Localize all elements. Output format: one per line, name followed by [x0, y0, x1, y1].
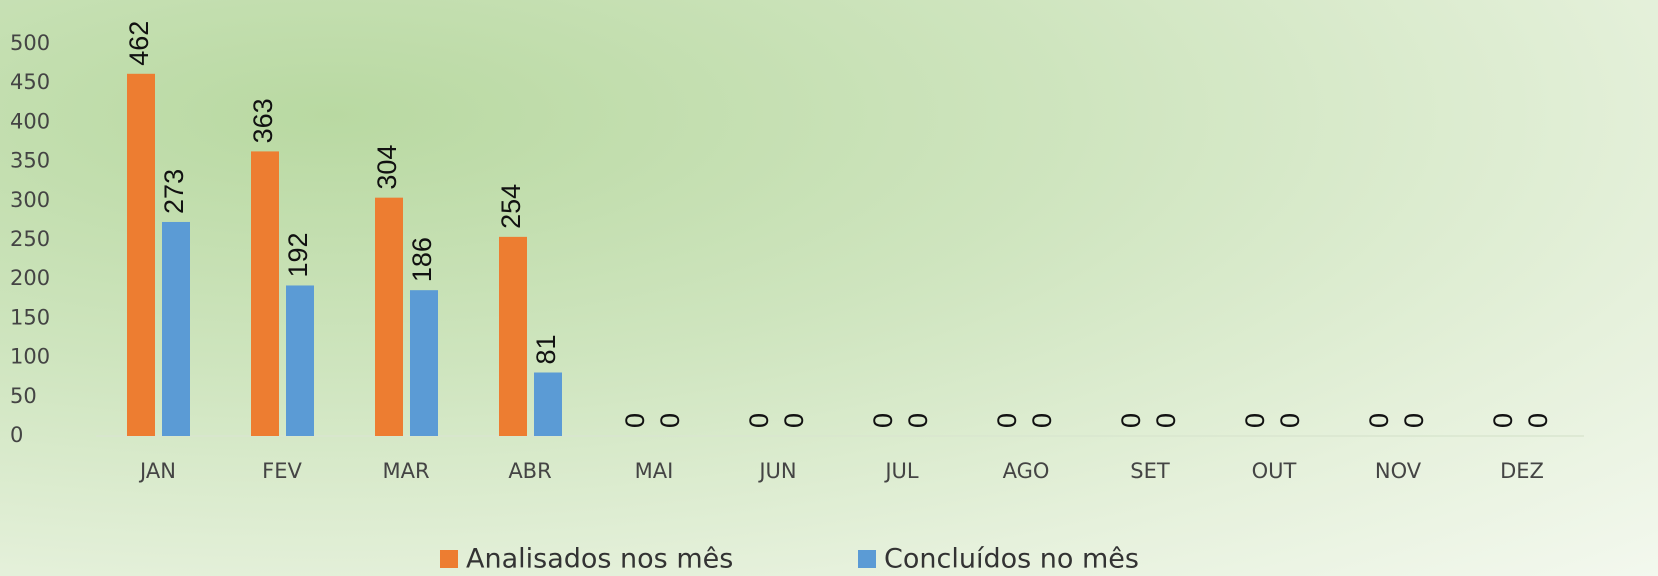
data-label: 0 — [779, 413, 809, 428]
y-tick-label: 0 — [10, 423, 23, 447]
data-label: 0 — [655, 413, 685, 428]
x-tick-label: SET — [1130, 459, 1170, 483]
data-label: 81 — [531, 334, 561, 364]
data-label: 254 — [496, 184, 526, 229]
x-tick-label: JUN — [757, 459, 796, 483]
bar — [286, 285, 314, 436]
bar — [162, 221, 190, 436]
y-tick-label: 450 — [10, 70, 50, 94]
data-label: 192 — [283, 232, 313, 277]
data-label: 363 — [248, 98, 278, 143]
bar — [375, 197, 403, 436]
legend-label: Analisados nos mês — [466, 544, 733, 575]
data-label: 0 — [1240, 413, 1270, 428]
legend-swatch — [440, 550, 458, 568]
bar — [534, 372, 562, 436]
data-label: 0 — [992, 413, 1022, 428]
y-tick-label: 350 — [10, 149, 50, 173]
legend-label: Concluídos no mês — [884, 544, 1139, 575]
y-tick-label: 500 — [10, 31, 50, 55]
legend-swatch — [858, 550, 876, 568]
data-label: 0 — [744, 413, 774, 428]
data-label: 186 — [407, 237, 437, 282]
y-tick-label: 400 — [10, 109, 50, 133]
data-label: 0 — [620, 413, 650, 428]
data-label: 0 — [1116, 413, 1146, 428]
bar — [499, 236, 527, 436]
x-tick-label: NOV — [1375, 459, 1422, 483]
bar — [410, 290, 438, 436]
y-tick-label: 150 — [10, 305, 50, 329]
y-tick-label: 100 — [10, 345, 50, 369]
data-label: 0 — [1488, 413, 1518, 428]
bar — [251, 151, 279, 436]
y-tick-label: 250 — [10, 227, 50, 251]
data-label: 0 — [903, 413, 933, 428]
data-label: 0 — [1027, 413, 1057, 428]
x-tick-label: ABR — [508, 459, 551, 483]
data-label: 0 — [868, 413, 898, 428]
x-tick-label: JAN — [138, 459, 176, 483]
data-label: 0 — [1523, 413, 1553, 428]
x-tick-label: MAR — [382, 459, 429, 483]
x-tick-label: JUL — [883, 459, 919, 483]
y-tick-label: 50 — [10, 384, 37, 408]
data-label: 0 — [1364, 413, 1394, 428]
data-label: 462 — [124, 21, 154, 66]
x-tick-label: AGO — [1003, 459, 1050, 483]
x-tick-label: MAI — [635, 459, 674, 483]
data-label: 273 — [159, 169, 189, 214]
x-tick-label: DEZ — [1500, 459, 1544, 483]
y-tick-label: 300 — [10, 188, 50, 212]
data-label: 304 — [372, 145, 402, 190]
y-tick-label: 200 — [10, 266, 50, 290]
x-tick-label: OUT — [1252, 459, 1297, 483]
data-label: 0 — [1151, 413, 1181, 428]
data-label: 0 — [1275, 413, 1305, 428]
data-label: 0 — [1399, 413, 1429, 428]
bar — [127, 73, 155, 437]
x-tick-label: FEV — [262, 459, 302, 483]
